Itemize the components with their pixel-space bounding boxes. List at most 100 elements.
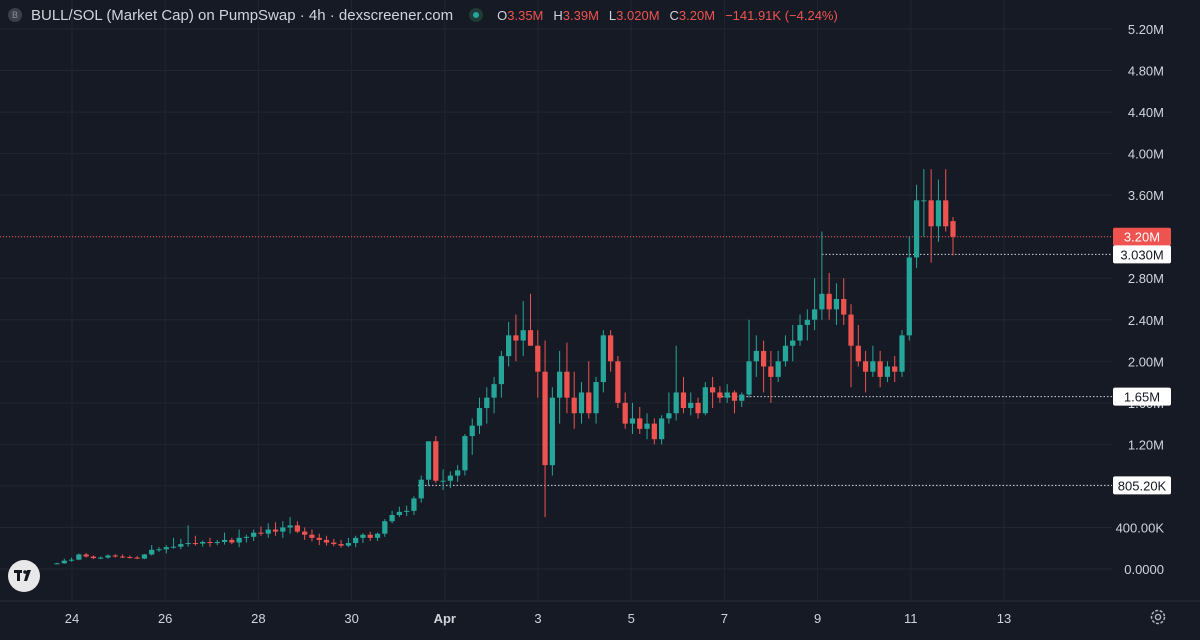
- candle-body: [61, 560, 67, 564]
- candle: [353, 535, 359, 548]
- candle: [374, 532, 381, 541]
- x-tick-label: 3: [534, 611, 541, 626]
- candle-body: [105, 555, 111, 558]
- symbol-icon[interactable]: B: [8, 8, 22, 22]
- candle: [476, 397, 483, 434]
- candle-body: [943, 200, 949, 227]
- green-dot-icon[interactable]: [469, 8, 484, 22]
- candle: [739, 392, 745, 407]
- candle: [462, 434, 468, 476]
- candle-body: [506, 335, 512, 357]
- candle: [782, 335, 789, 367]
- candle: [331, 538, 337, 547]
- candle: [768, 350, 774, 403]
- candle: [884, 361, 891, 383]
- candle-body: [353, 537, 359, 544]
- price-line-labels: 3.20M 3.030M 1.65M 805.20K: [1113, 227, 1171, 495]
- candle-body: [608, 335, 614, 362]
- candle-body: [571, 397, 577, 414]
- candle: [360, 533, 366, 544]
- y-tick-label: 4.80M: [1128, 64, 1164, 79]
- y-tick-label: 2.80M: [1128, 271, 1164, 286]
- candle-body: [316, 537, 322, 540]
- candle: [404, 505, 410, 517]
- candle: [943, 169, 949, 232]
- y-tick-label: 0.0000: [1124, 562, 1164, 577]
- candle: [236, 529, 242, 548]
- candle-body: [440, 480, 446, 482]
- candle-body: [389, 515, 395, 522]
- price-line-label: 805.20K: [1113, 476, 1171, 495]
- candle-body: [221, 539, 228, 542]
- candle-body: [884, 366, 891, 377]
- open-value: 3.35M: [507, 7, 544, 23]
- x-tick-label: 13: [997, 611, 1011, 626]
- candle: [83, 552, 89, 558]
- price-lines: [0, 236, 1112, 486]
- candle-body: [265, 529, 271, 534]
- candle: [141, 553, 148, 560]
- candle: [892, 356, 898, 383]
- candle-body: [229, 539, 235, 543]
- candle: [557, 350, 563, 424]
- candle-body: [615, 361, 621, 403]
- candle: [302, 527, 308, 540]
- x-tick-label: 28: [251, 611, 265, 626]
- candle: [629, 402, 636, 434]
- candle: [760, 340, 767, 393]
- candle: [877, 350, 883, 388]
- candle: [316, 533, 322, 546]
- candle: [564, 342, 570, 414]
- candle-body: [688, 402, 694, 409]
- candle-body: [557, 371, 563, 398]
- candle-body: [746, 361, 752, 395]
- candle-body: [811, 309, 818, 320]
- y-tick-label: 400.00K: [1116, 520, 1165, 535]
- candle: [717, 386, 723, 403]
- candle-body: [112, 555, 118, 557]
- low-value: 3.020M: [616, 7, 660, 23]
- candle-body: [658, 418, 665, 440]
- candle: [418, 475, 424, 503]
- low-label: L: [608, 7, 617, 23]
- candle: [265, 523, 271, 538]
- candle: [746, 319, 752, 398]
- candle: [549, 387, 555, 476]
- candle-body: [404, 510, 410, 512]
- candle: [323, 535, 330, 546]
- candle-body: [331, 542, 337, 545]
- candle: [367, 531, 373, 541]
- candle-body: [775, 361, 781, 377]
- candle: [520, 301, 526, 357]
- candle-body: [425, 441, 432, 480]
- candle-body: [673, 392, 679, 414]
- gear-icon[interactable]: [1148, 607, 1168, 627]
- candle: [600, 330, 606, 393]
- candle: [98, 556, 104, 560]
- candle: [695, 397, 701, 419]
- candle-body: [294, 525, 301, 532]
- candle-body: [272, 529, 279, 532]
- candle-body: [921, 200, 927, 202]
- candle-body: [433, 441, 439, 481]
- close-value: 3.20M: [678, 7, 716, 23]
- candle-body: [739, 394, 745, 401]
- candle-body: [469, 425, 475, 437]
- tradingview-logo-icon[interactable]: [8, 560, 40, 592]
- candle-body: [702, 387, 708, 414]
- candle-body: [200, 542, 206, 544]
- candle: [935, 179, 942, 242]
- candle: [658, 415, 665, 445]
- candle: [688, 392, 694, 416]
- candle: [389, 510, 395, 524]
- candle-body: [593, 382, 599, 414]
- candle: [54, 562, 60, 565]
- candle-body: [491, 384, 497, 398]
- candle-body: [185, 543, 191, 545]
- candle-body: [83, 554, 89, 557]
- price-label-text: 3.030M: [1120, 247, 1163, 262]
- candle-body: [192, 543, 199, 545]
- candle-body: [76, 554, 82, 560]
